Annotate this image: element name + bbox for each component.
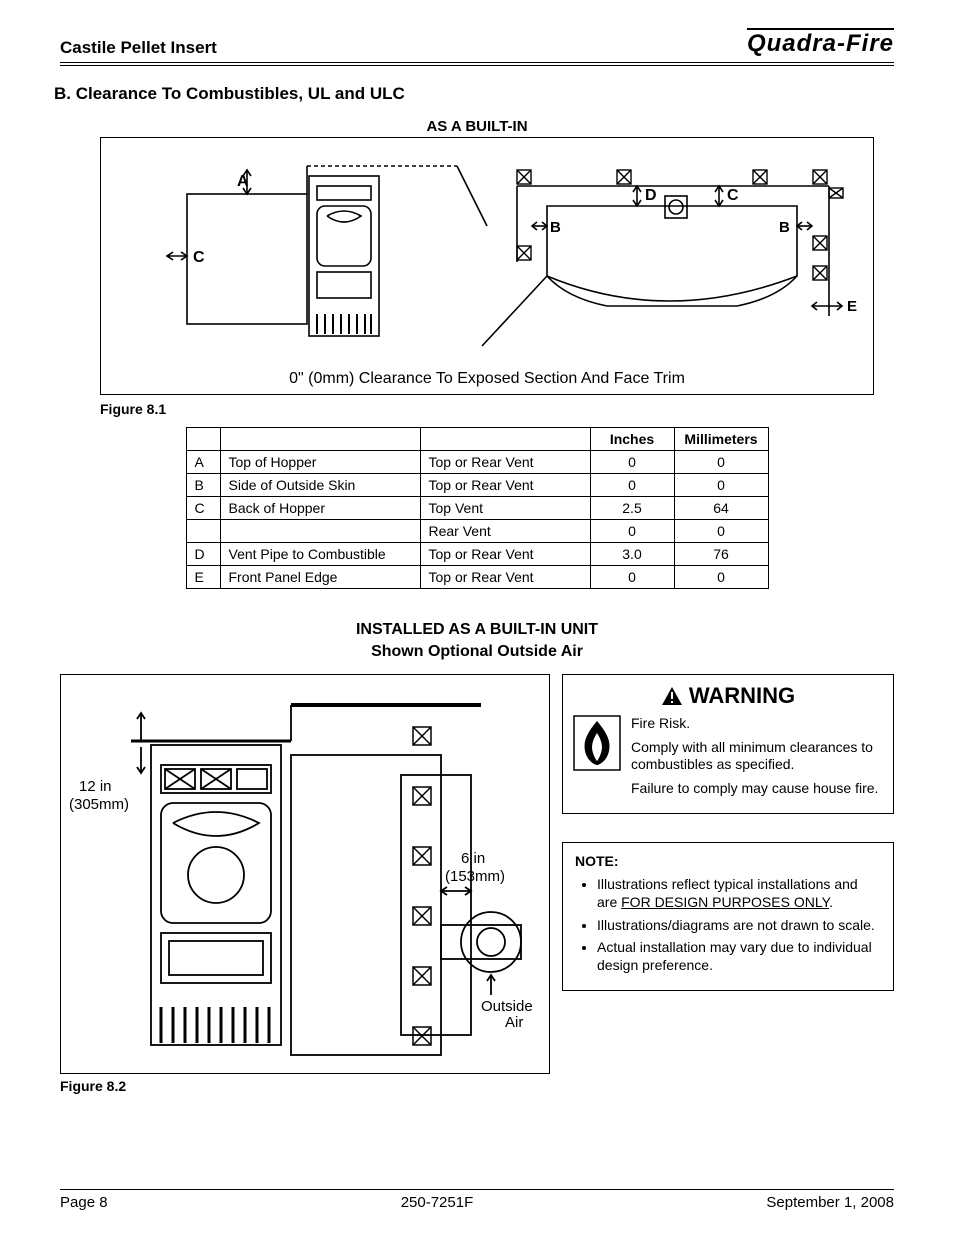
table-cell: Top or Rear Vent <box>420 543 590 566</box>
table-cell: Rear Vent <box>420 520 590 543</box>
svg-text:C: C <box>727 187 739 204</box>
table-cell: E <box>186 566 220 589</box>
table-cell: 0 <box>590 566 674 589</box>
table-cell: 0 <box>674 566 768 589</box>
figure-8-1-box: A C <box>100 137 874 395</box>
svg-text:(153mm): (153mm) <box>445 868 505 885</box>
table-cell: Back of Hopper <box>220 497 420 520</box>
table-cell: Top Vent <box>420 497 590 520</box>
warning-line-1: Fire Risk. <box>631 715 883 733</box>
clearance-table: Inches Millimeters ATop of HopperTop or … <box>186 427 769 589</box>
svg-text:B: B <box>550 219 561 236</box>
warning-line-3: Failure to comply may cause house fire. <box>631 780 883 798</box>
table-cell: 0 <box>590 451 674 474</box>
table-cell: 0 <box>590 474 674 497</box>
svg-text:12 in: 12 in <box>79 778 112 795</box>
figure-8-2-caption: Figure 8.2 <box>60 1078 894 1094</box>
table-cell: 0 <box>674 474 768 497</box>
figure-8-1-diagram: A C <box>117 146 857 366</box>
table-header-row: Inches Millimeters <box>186 428 768 451</box>
figure-8-2-box: 12 in (305mm) 6 in (153mm) Outside Air <box>60 674 550 1074</box>
subheader-line2: Shown Optional Outside Air <box>371 643 583 660</box>
table-cell: 0 <box>674 451 768 474</box>
svg-text:A: A <box>237 173 249 190</box>
table-cell: 2.5 <box>590 497 674 520</box>
brand-logo: Quadra-Fire <box>747 30 894 58</box>
figure-8-1-note: 0" (0mm) Clearance To Exposed Section An… <box>109 370 865 388</box>
note-item: Illustrations reflect typical installati… <box>597 875 881 911</box>
table-cell: 3.0 <box>590 543 674 566</box>
th-blank1 <box>186 428 220 451</box>
table-cell: B <box>186 474 220 497</box>
built-in-subheader: INSTALLED AS A BUILT-IN UNIT Shown Optio… <box>60 619 894 662</box>
note-box: NOTE: Illustrations reflect typical inst… <box>562 842 894 991</box>
page-footer: Page 8 250-7251F September 1, 2008 <box>60 1189 894 1211</box>
table-row: CBack of HopperTop Vent2.564 <box>186 497 768 520</box>
warning-line-2: Comply with all minimum clearances to co… <box>631 739 883 774</box>
table-cell: 76 <box>674 543 768 566</box>
warning-triangle-icon <box>661 686 683 706</box>
svg-text:E: E <box>847 298 857 315</box>
table-cell <box>220 520 420 543</box>
th-inches: Inches <box>590 428 674 451</box>
table-row: BSide of Outside SkinTop or Rear Vent00 <box>186 474 768 497</box>
subheader-line1: INSTALLED AS A BUILT-IN UNIT <box>356 621 598 638</box>
table-row: Rear Vent00 <box>186 520 768 543</box>
svg-text:Outside: Outside <box>481 998 533 1015</box>
table-cell: 0 <box>590 520 674 543</box>
table-cell: C <box>186 497 220 520</box>
table-row: DVent Pipe to CombustibleTop or Rear Ven… <box>186 543 768 566</box>
section-title: B. Clearance To Combustibles, UL and ULC <box>54 84 894 104</box>
figure-8-1-caption: Figure 8.1 <box>100 401 894 417</box>
warning-box: WARNING Fire Risk. Comply with all minim… <box>562 674 894 814</box>
footer-page: Page 8 <box>60 1194 108 1211</box>
table-cell: Vent Pipe to Combustible <box>220 543 420 566</box>
table-cell: 64 <box>674 497 768 520</box>
th-blank2 <box>220 428 420 451</box>
table-cell: 0 <box>674 520 768 543</box>
note-item: Illustrations/diagrams are not drawn to … <box>597 916 881 934</box>
table-cell: Side of Outside Skin <box>220 474 420 497</box>
th-blank3 <box>420 428 590 451</box>
footer-doc: 250-7251F <box>401 1194 474 1211</box>
table-row: ATop of HopperTop or Rear Vent00 <box>186 451 768 474</box>
table-cell: A <box>186 451 220 474</box>
footer-date: September 1, 2008 <box>766 1194 894 1211</box>
svg-text:C: C <box>193 249 205 266</box>
figure-8-2-diagram: 12 in (305mm) 6 in (153mm) Outside Air <box>61 675 551 1075</box>
note-item: Actual installation may vary due to indi… <box>597 938 881 974</box>
table-cell <box>186 520 220 543</box>
warning-heading: WARNING <box>689 683 795 709</box>
svg-text:(305mm): (305mm) <box>69 796 129 813</box>
table-row: EFront Panel EdgeTop or Rear Vent00 <box>186 566 768 589</box>
table-cell: Top of Hopper <box>220 451 420 474</box>
table-cell: Top or Rear Vent <box>420 474 590 497</box>
svg-text:B: B <box>779 219 790 236</box>
figure-8-1-title: AS A BUILT-IN <box>60 118 894 135</box>
table-cell: Top or Rear Vent <box>420 566 590 589</box>
svg-text:6 in: 6 in <box>461 850 485 867</box>
svg-text:D: D <box>645 187 657 204</box>
table-cell: D <box>186 543 220 566</box>
fire-icon <box>573 715 621 771</box>
product-title: Castile Pellet Insert <box>60 38 217 58</box>
th-mm: Millimeters <box>674 428 768 451</box>
note-title: NOTE: <box>575 853 881 869</box>
svg-text:Air: Air <box>505 1014 523 1031</box>
page-header: Castile Pellet Insert Quadra-Fire <box>60 30 894 66</box>
table-cell: Top or Rear Vent <box>420 451 590 474</box>
table-cell: Front Panel Edge <box>220 566 420 589</box>
